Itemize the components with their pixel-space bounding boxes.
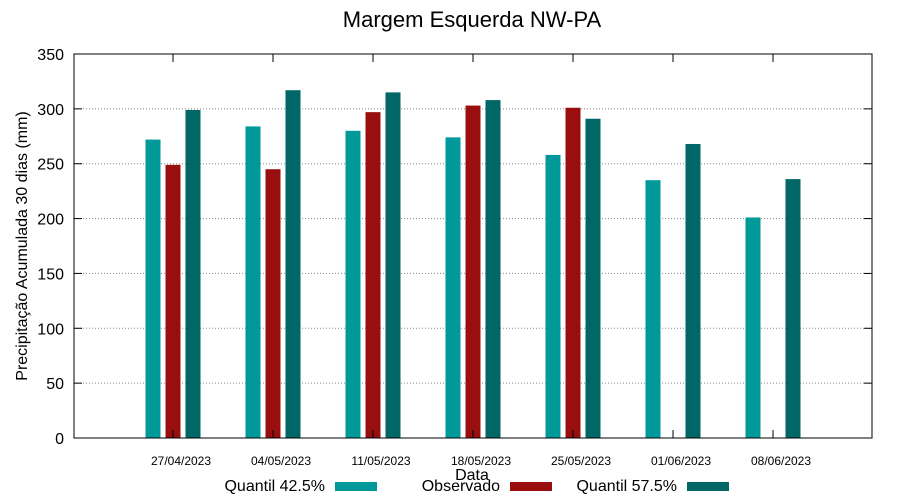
legend-label: Quantil 42.5% — [224, 478, 325, 495]
x-tick-label: 25/05/2023 — [551, 454, 611, 468]
bar-observado-1 — [265, 169, 281, 438]
bar-quantil-42-5--0 — [145, 139, 161, 438]
bar-observado-4 — [565, 107, 581, 438]
y-tick-label: 0 — [55, 431, 64, 448]
bar-quantil-42-5--6 — [745, 217, 761, 438]
bar-observado-2 — [365, 112, 381, 439]
bar-quantil-57-5--4 — [585, 118, 601, 438]
bar-quantil-57-5--6 — [785, 179, 801, 438]
bar-observado-3 — [465, 105, 481, 439]
y-tick-label: 200 — [37, 212, 64, 229]
bar-quantil-42-5--4 — [545, 154, 561, 439]
bars — [145, 90, 801, 439]
y-tick-label: 100 — [37, 321, 64, 338]
x-tick-label: 04/05/2023 — [251, 454, 311, 468]
bar-quantil-42-5--1 — [245, 126, 261, 438]
x-axis-ticks: 27/04/2023 04/05/2023 11/05/2023 18/05/2023… — [151, 54, 811, 468]
y-tick-label: 250 — [37, 157, 64, 174]
bar-quantil-42-5--3 — [445, 137, 461, 438]
x-axis-label: Data — [455, 467, 489, 484]
bar-quantil-57-5--5 — [685, 143, 701, 439]
bar-quantil-42-5--2 — [345, 130, 361, 439]
y-tick-label: 350 — [37, 47, 64, 64]
legend-label: Observado — [422, 478, 500, 495]
x-tick-label: 01/06/2023 — [651, 454, 711, 468]
y-axis-ticks: 0 50 100 150 200 250 300 350 — [37, 47, 872, 448]
bar-quantil-57-5--3 — [485, 100, 501, 438]
bar-quantil-57-5--2 — [385, 92, 401, 439]
bar-quantil-57-5--1 — [285, 90, 301, 438]
x-tick-label: 08/06/2023 — [751, 454, 811, 468]
y-tick-label: 50 — [46, 376, 64, 393]
x-tick-label: 27/04/2023 — [151, 454, 211, 468]
y-axis-label: Precipitação Acumulada 30 dias (mm) — [14, 111, 31, 380]
x-tick-label: 11/05/2023 — [351, 454, 410, 468]
y-tick-label: 150 — [37, 266, 64, 283]
legend-swatch — [335, 482, 377, 491]
bar-observado-0 — [165, 164, 181, 438]
x-tick-label: 18/05/2023 — [451, 454, 511, 468]
chart-title: Margem Esquerda NW-PA — [343, 7, 602, 32]
bar-quantil-42-5--5 — [645, 180, 661, 438]
legend-swatch — [687, 482, 729, 491]
y-tick-label: 300 — [37, 102, 64, 119]
legend-label: Quantil 57.5% — [576, 478, 677, 495]
legend: Quantil 42.5% Observado Quantil 57.5% — [224, 478, 729, 495]
legend-swatch — [510, 482, 552, 491]
bar-quantil-57-5--0 — [185, 109, 201, 438]
